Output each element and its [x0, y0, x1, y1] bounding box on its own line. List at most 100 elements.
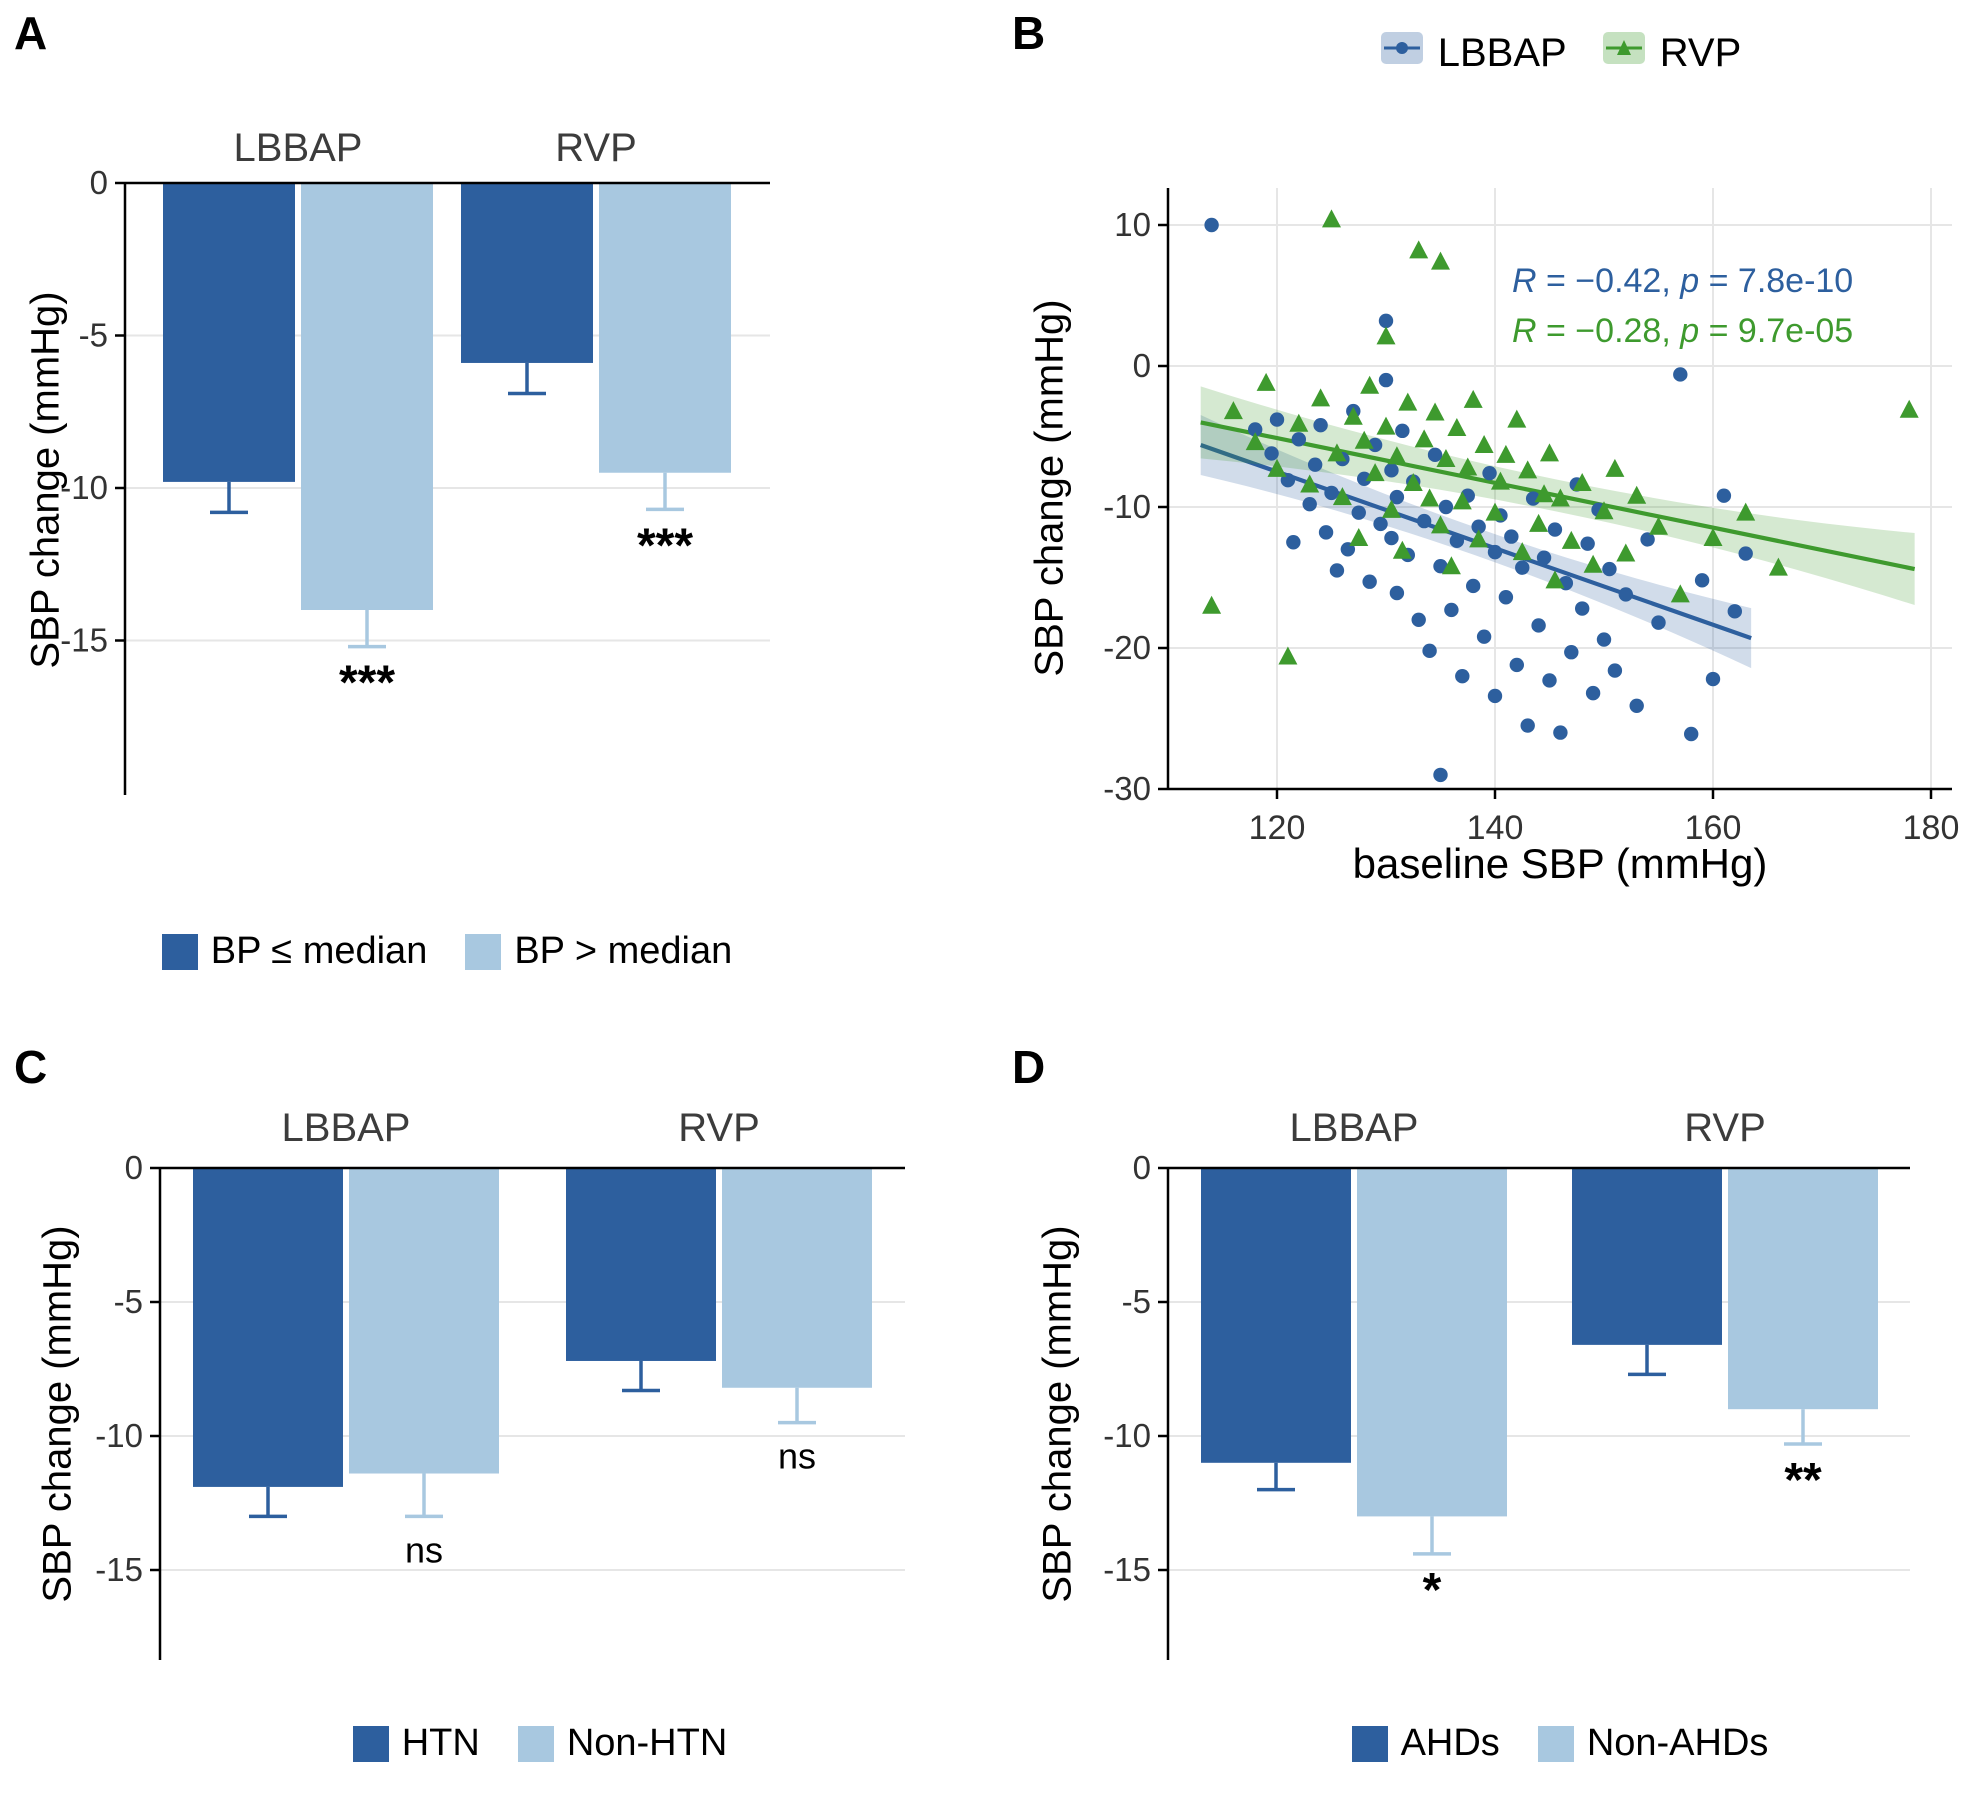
data-point-triangle — [1343, 406, 1363, 425]
dark-blue-swatch — [1351, 1725, 1388, 1762]
data-point-triangle — [1300, 474, 1320, 493]
legend-label-bp-gt-median: BP > median — [514, 930, 733, 972]
panel-a-group-lbbap: LBBAP — [233, 126, 363, 170]
data-point-triangle — [1354, 430, 1374, 449]
panel-d-y-axis-title: SBP change (mmHg) — [1035, 1225, 1080, 1603]
data-point-triangle — [1616, 543, 1636, 562]
data-point-triangle — [1322, 209, 1341, 228]
data-point-circle — [1673, 367, 1688, 382]
data-point-circle — [1264, 446, 1279, 461]
dark-blue-swatch — [161, 933, 198, 970]
data-point-circle — [1286, 535, 1301, 550]
legend-label-ahds: AHDs — [1400, 1722, 1500, 1764]
significance-label: ns — [778, 1436, 816, 1477]
data-point-circle — [1324, 485, 1339, 501]
data-point-triangle — [1518, 460, 1538, 479]
data-point-circle — [1515, 560, 1530, 575]
data-point-triangle — [1327, 443, 1347, 462]
y-tick-label: -15 — [60, 622, 108, 659]
data-point-triangle — [1256, 372, 1276, 391]
data-point-circle — [1705, 671, 1721, 687]
significance-label: *** — [339, 657, 395, 710]
y-tick-label: 10 — [1114, 206, 1151, 243]
data-point-triangle — [1512, 542, 1532, 561]
data-point-circle — [1607, 663, 1623, 678]
data-point-circle — [1449, 533, 1465, 549]
data-point-circle — [1542, 673, 1557, 688]
panel-c-group-lbbap: LBBAP — [281, 1106, 411, 1150]
y-tick-label: 0 — [90, 164, 108, 201]
panel-c-letter: C — [14, 1041, 48, 1093]
data-point-circle — [1302, 496, 1317, 512]
panel-a-letter: A — [14, 7, 48, 59]
panel-d-group-rvp: RVP — [1684, 1106, 1766, 1150]
y-tick-label: -30 — [1103, 770, 1151, 807]
data-point-triangle — [1627, 485, 1647, 504]
data-point-triangle — [1474, 434, 1494, 453]
data-point-circle — [1416, 513, 1432, 529]
data-point-triangle — [1649, 516, 1668, 535]
data-point-circle — [1482, 465, 1497, 481]
annotation-r-symbol: R — [1512, 312, 1537, 350]
data-point-triangle — [1360, 375, 1380, 394]
data-point-triangle — [1431, 251, 1450, 270]
data-point-circle — [1536, 550, 1552, 565]
data-point-triangle — [1420, 488, 1440, 507]
legend-item-non-ahds: Non-AHDs — [1537, 1722, 1768, 1765]
legend-label-htn: HTN — [401, 1722, 480, 1764]
y-tick-label: 0 — [1133, 347, 1151, 384]
data-point-circle — [1455, 669, 1470, 684]
panel-b-letter: B — [1012, 7, 1046, 59]
light-blue-swatch — [1537, 1725, 1574, 1762]
data-point-circle — [1575, 601, 1590, 616]
panel-d-group-lbbap: LBBAP — [1289, 1106, 1419, 1150]
data-point-circle — [1504, 529, 1519, 544]
y-tick-label: 0 — [1133, 1149, 1151, 1186]
x-tick-label: 120 — [1249, 809, 1306, 847]
y-tick-label: -10 — [1103, 488, 1151, 525]
data-point-circle — [1307, 457, 1323, 472]
panel-c-y-axis-title: SBP change (mmHg) — [35, 1225, 80, 1603]
annotation-p-value: = 9.7e-05 — [1699, 312, 1854, 350]
data-point-circle — [1596, 632, 1612, 647]
data-point-triangle — [1223, 401, 1243, 420]
legend-item-bp-le-median: BP ≤ median — [161, 930, 427, 973]
data-point-triangle — [1441, 556, 1461, 575]
data-point-circle — [1395, 423, 1410, 439]
bar — [566, 1168, 716, 1361]
data-point-circle — [1248, 422, 1263, 437]
annotation-r-symbol: R — [1512, 262, 1537, 300]
data-point-triangle — [1289, 413, 1309, 432]
significance-label: *** — [637, 519, 693, 572]
data-point-triangle — [1387, 446, 1407, 465]
data-point-circle — [1269, 412, 1285, 427]
data-point-triangle — [1703, 528, 1723, 547]
panel-a-legend: BP ≤ median BP > median — [0, 930, 894, 973]
data-point-triangle — [1768, 557, 1788, 576]
data-point-circle — [1564, 645, 1579, 660]
legend-label-rvp: RVP — [1659, 30, 1742, 75]
data-point-circle — [1476, 629, 1492, 644]
legend-item-htn: HTN — [352, 1722, 480, 1765]
data-point-triangle — [1376, 416, 1396, 435]
panel-b-y-axis-title: SBP change (mmHg) — [1027, 299, 1072, 677]
bar — [1201, 1168, 1351, 1463]
data-point-circle — [1487, 544, 1503, 560]
bar — [301, 183, 433, 610]
y-tick-label: -10 — [60, 469, 108, 506]
legend-label-lbbap: LBBAP — [1437, 30, 1567, 75]
legend-key-triangle — [1616, 40, 1631, 55]
data-point-circle — [1531, 618, 1546, 633]
y-tick-label: -5 — [114, 1283, 143, 1320]
dark-blue-swatch — [352, 1725, 389, 1762]
data-point-triangle — [1332, 487, 1352, 506]
panel-b-annotation-rvp: R = −0.28, p = 9.7e-05 — [1512, 312, 1853, 351]
data-point-circle — [1411, 612, 1426, 627]
data-point-triangle — [1398, 392, 1418, 411]
data-point-triangle — [1605, 458, 1625, 477]
panel-d-letter: D — [1012, 1041, 1046, 1093]
data-point-circle — [1498, 590, 1514, 605]
data-point-circle — [1618, 587, 1634, 602]
data-point-triangle — [1425, 402, 1445, 421]
